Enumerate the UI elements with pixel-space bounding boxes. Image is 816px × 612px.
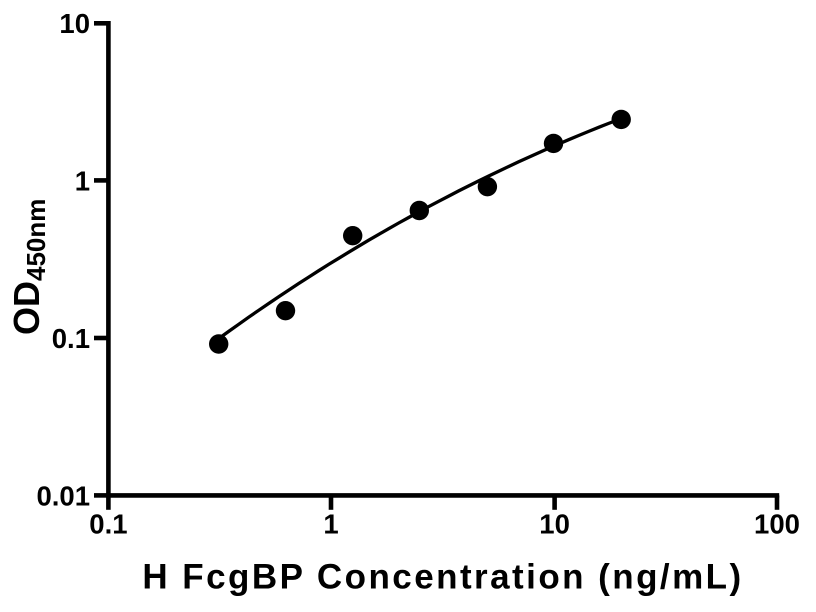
svg-text:0.1: 0.1 xyxy=(89,509,127,540)
svg-text:1: 1 xyxy=(75,165,90,196)
svg-text:1: 1 xyxy=(323,509,338,540)
svg-text:0.1: 0.1 xyxy=(52,323,90,354)
svg-text:100: 100 xyxy=(754,509,800,540)
svg-text:OD450nm: OD450nm xyxy=(6,199,51,335)
svg-text:10: 10 xyxy=(539,509,570,540)
svg-text:H FcgBP Concentration (ng/mL): H FcgBP Concentration (ng/mL) xyxy=(142,558,743,597)
svg-text:10: 10 xyxy=(59,8,90,39)
svg-text:0.01: 0.01 xyxy=(36,480,90,511)
